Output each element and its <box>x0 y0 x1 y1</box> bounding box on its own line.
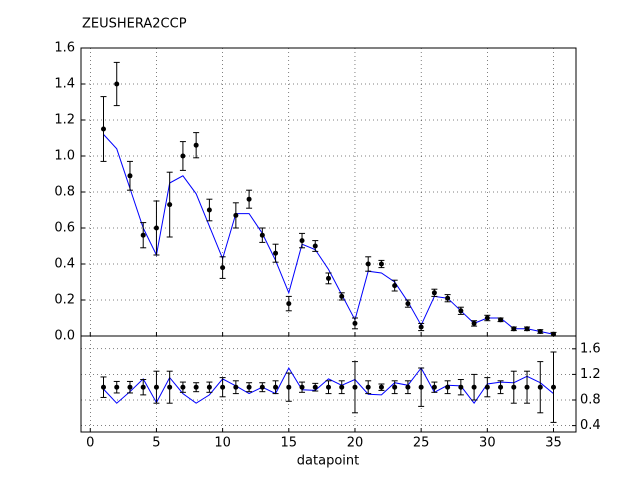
data-point <box>273 250 279 256</box>
x-tick-label: 35 <box>545 436 562 451</box>
data-point <box>392 283 398 289</box>
data-point <box>524 326 530 332</box>
data-point <box>484 315 490 321</box>
x-tick-label: 20 <box>347 436 364 451</box>
data-point <box>101 384 106 390</box>
y-tick-label: 0.8 <box>54 185 75 200</box>
x-tick-label: 10 <box>214 436 231 451</box>
data-point <box>101 126 106 132</box>
y-tick-label: 0.4 <box>54 257 75 272</box>
y-tick-label: 1.2 <box>54 113 75 128</box>
y-tick-label: 1.6 <box>580 341 601 356</box>
data-point <box>114 384 120 390</box>
plot-frame <box>80 335 577 433</box>
x-tick-label: 30 <box>479 436 496 451</box>
data-point <box>339 384 345 390</box>
data-point <box>312 243 318 249</box>
data-point <box>286 384 292 390</box>
y-tick-label: 1.2 <box>580 367 601 382</box>
data-point <box>511 326 517 332</box>
data-point <box>259 384 265 390</box>
data-point <box>206 384 212 390</box>
data-point <box>339 293 345 299</box>
data-point <box>445 295 451 301</box>
data-point <box>378 261 384 267</box>
data-point <box>127 173 133 179</box>
data-point <box>140 232 146 238</box>
data-point <box>233 212 239 218</box>
x-tick-label: 5 <box>152 436 160 451</box>
data-point <box>167 202 173 208</box>
x-tick-label: 15 <box>281 436 298 451</box>
data-point <box>537 329 543 334</box>
model-line <box>103 366 554 405</box>
data-point <box>471 320 477 326</box>
data-point <box>405 301 411 307</box>
y-tick-label: 0.2 <box>54 293 75 308</box>
data-point <box>524 384 530 390</box>
data-point <box>551 331 556 337</box>
data-point <box>392 384 398 390</box>
data-point <box>299 384 305 390</box>
data-point <box>153 384 159 390</box>
data-point <box>246 196 252 202</box>
data-point <box>193 384 199 390</box>
y-tick-label: 1.0 <box>54 149 75 164</box>
y-tick-label: 0.8 <box>580 393 601 408</box>
data-point <box>431 290 437 296</box>
data-point <box>193 142 199 148</box>
data-point <box>140 384 146 390</box>
data-point <box>220 384 226 390</box>
x-tick-label: 25 <box>413 436 430 451</box>
data-point <box>114 81 120 87</box>
data-point <box>246 384 252 390</box>
y-tick-label: 0.4 <box>580 418 601 433</box>
data-point <box>352 384 358 390</box>
data-point <box>418 324 424 330</box>
data-point <box>458 308 464 314</box>
data-point <box>206 207 212 213</box>
data-point <box>365 384 371 390</box>
y-tick-label: 1.6 <box>54 41 75 56</box>
chart-title: ZEUSHERA2CCP <box>82 17 187 32</box>
x-tick-label: 0 <box>86 436 94 451</box>
data-point <box>498 384 504 390</box>
data-point <box>180 384 186 390</box>
data-point <box>551 384 556 390</box>
data-point <box>299 238 305 244</box>
data-point <box>180 153 186 159</box>
data-point <box>312 384 318 390</box>
data-point <box>458 384 464 390</box>
data-point <box>405 384 411 390</box>
x-axis-label: datapoint <box>297 454 359 469</box>
y-tick-label: 0.6 <box>54 221 75 236</box>
data-point <box>418 384 424 390</box>
data-point <box>445 384 451 390</box>
model-line <box>103 134 554 335</box>
data-point <box>326 384 331 390</box>
data-point <box>537 384 543 390</box>
data-point <box>378 384 384 390</box>
data-point <box>498 317 504 323</box>
data-point <box>431 384 437 390</box>
data-point <box>365 261 371 267</box>
data-point <box>352 320 358 326</box>
data-point <box>484 384 490 390</box>
data-point <box>220 265 226 271</box>
data-point <box>511 384 517 390</box>
data-point <box>286 301 292 307</box>
data-point <box>233 384 239 390</box>
data-point <box>273 384 279 390</box>
data-point <box>259 232 265 238</box>
data-point <box>167 384 173 390</box>
data-point <box>471 384 477 390</box>
data-point <box>127 384 133 390</box>
y-tick-label: 1.4 <box>54 77 75 92</box>
data-point <box>326 275 331 281</box>
data-point <box>153 225 159 231</box>
y-tick-label: 0.0 <box>54 329 75 344</box>
